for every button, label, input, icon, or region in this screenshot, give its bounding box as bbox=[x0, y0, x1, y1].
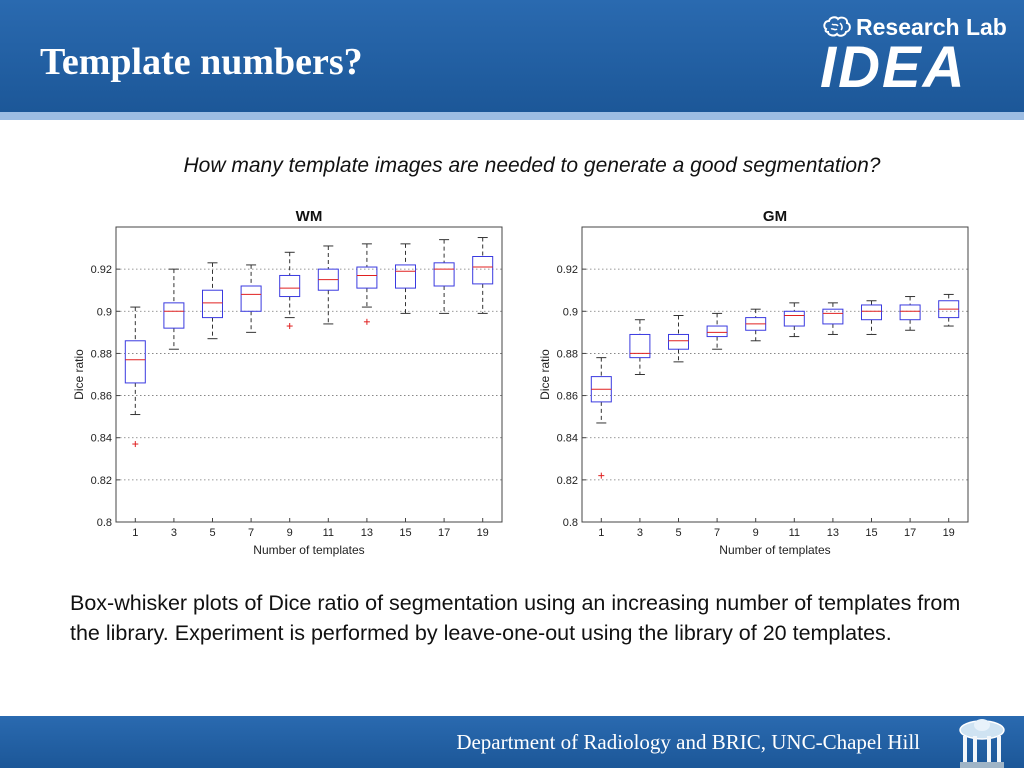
y-tick-label: 0.82 bbox=[91, 475, 112, 487]
iqr-box bbox=[356, 266, 378, 289]
x-tick-label: 13 bbox=[827, 527, 839, 539]
y-tick-label: 0.84 bbox=[91, 433, 112, 445]
header-divider bbox=[0, 112, 1024, 120]
x-tick-label: 9 bbox=[753, 527, 759, 539]
wm-boxplot-chart: WM0.80.820.840.860.880.90.921 3 5 7 9 11 13 15 1… bbox=[72, 208, 503, 557]
x-tick-label: 5 bbox=[675, 527, 681, 539]
iqr-box bbox=[706, 325, 728, 338]
outlier-marker bbox=[598, 472, 605, 479]
x-tick-label: 11 bbox=[789, 527, 800, 539]
chart-title: GM bbox=[763, 208, 787, 225]
outlier-marker bbox=[286, 323, 293, 330]
old-well-icon bbox=[959, 719, 1005, 768]
x-tick-label: 13 bbox=[361, 527, 373, 539]
iqr-box bbox=[629, 333, 651, 359]
x-tick-label: 17 bbox=[438, 527, 450, 539]
y-tick-label: 0.86 bbox=[557, 391, 578, 403]
iqr-box bbox=[822, 308, 844, 325]
y-axis-label: Dice ratio bbox=[538, 349, 552, 400]
figure-caption: Box-whisker plots of Dice ratio of segme… bbox=[70, 591, 961, 645]
footer-affiliation: Department of Radiology and BRIC, UNC-Ch… bbox=[456, 730, 920, 754]
plot-area bbox=[581, 226, 969, 523]
x-tick-label: 15 bbox=[399, 527, 411, 539]
y-tick-label: 0.92 bbox=[91, 264, 112, 276]
gm-boxplot-chart: GM0.80.820.840.860.880.90.921 3 5 7 9 11 13 15 1… bbox=[538, 208, 969, 557]
x-axis-label: Number of templates bbox=[253, 543, 364, 557]
iqr-box bbox=[668, 333, 689, 350]
x-tick-label: 15 bbox=[865, 527, 877, 539]
y-tick-label: 0.88 bbox=[557, 348, 578, 360]
x-tick-label: 11 bbox=[323, 527, 334, 539]
iqr-box bbox=[202, 289, 223, 319]
iqr-box bbox=[861, 304, 882, 321]
outlier-marker bbox=[363, 318, 370, 325]
outlier-marker bbox=[132, 441, 139, 448]
x-tick-label: 7 bbox=[714, 527, 720, 539]
x-tick-label: 3 bbox=[637, 527, 643, 539]
iqr-box bbox=[279, 274, 301, 298]
x-axis-label: Number of templates bbox=[719, 543, 830, 557]
x-tick-label: 9 bbox=[287, 527, 293, 539]
y-tick-label: 0.84 bbox=[557, 433, 578, 445]
iqr-box bbox=[433, 262, 455, 287]
iqr-box bbox=[240, 285, 262, 312]
idea-logo: IDEA bbox=[820, 35, 967, 100]
x-tick-label: 19 bbox=[943, 527, 955, 539]
slide-header bbox=[0, 0, 1024, 112]
x-tick-label: 5 bbox=[209, 527, 215, 539]
chart-title: WM bbox=[296, 208, 323, 225]
slide-footer: Department of Radiology and BRIC, UNC-Ch… bbox=[0, 716, 1024, 768]
iqr-box bbox=[163, 302, 185, 329]
x-tick-label: 7 bbox=[248, 527, 254, 539]
x-tick-label: 19 bbox=[477, 527, 489, 539]
slide-subtitle: How many template images are needed to g… bbox=[183, 154, 881, 177]
slide-title: Template numbers? bbox=[40, 41, 363, 83]
plot-area bbox=[115, 226, 503, 523]
y-tick-label: 0.8 bbox=[97, 517, 112, 529]
iqr-box bbox=[472, 256, 494, 285]
iqr-box bbox=[395, 264, 416, 289]
x-tick-label: 17 bbox=[904, 527, 916, 539]
logo-top-label: Research Lab bbox=[856, 14, 1007, 40]
iqr-box bbox=[124, 340, 146, 384]
y-tick-label: 0.8 bbox=[563, 517, 578, 529]
y-tick-label: 0.92 bbox=[557, 264, 578, 276]
x-tick-label: 1 bbox=[598, 527, 604, 539]
lab-logo-text: Research Lab bbox=[822, 12, 1012, 42]
x-tick-label: 1 bbox=[132, 527, 138, 539]
iqr-box bbox=[899, 304, 921, 321]
y-tick-label: 0.82 bbox=[557, 475, 578, 487]
brain-icon bbox=[823, 16, 851, 37]
x-tick-label: 3 bbox=[171, 527, 177, 539]
y-axis-label: Dice ratio bbox=[72, 349, 86, 400]
y-tick-label: 0.9 bbox=[97, 306, 112, 318]
y-tick-label: 0.9 bbox=[563, 306, 578, 318]
y-tick-label: 0.88 bbox=[91, 348, 112, 360]
iqr-box bbox=[783, 310, 805, 327]
y-tick-label: 0.86 bbox=[91, 391, 112, 403]
